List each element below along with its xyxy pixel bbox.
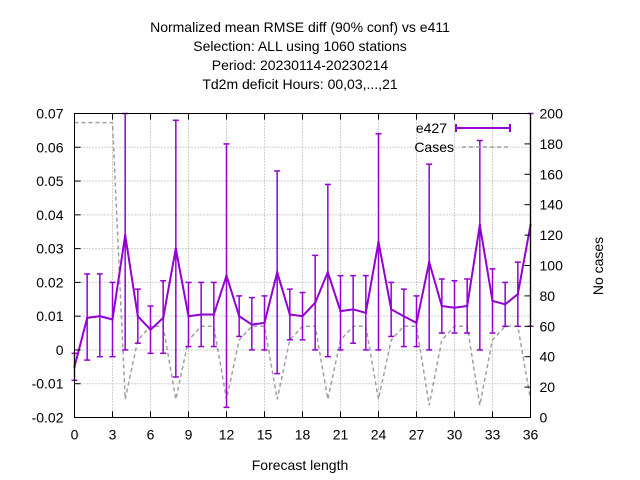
y2-tick-label: 120 [540, 227, 564, 243]
y-tick-label: 0.01 [36, 308, 63, 324]
data-point-e427 [187, 314, 190, 318]
data-point-e427 [275, 271, 279, 274]
data-point-e427 [301, 314, 304, 318]
x-tick-label: 3 [109, 427, 117, 443]
data-point-e427 [111, 318, 114, 321]
y-tick-label: -0.02 [32, 410, 64, 426]
data-point-e427 [250, 323, 254, 326]
y-tick-label: -0.01 [32, 376, 64, 392]
data-point-e427 [440, 304, 444, 308]
y2-tick-label: 20 [540, 379, 556, 395]
y-tick-label: 0.04 [36, 207, 63, 223]
x-tick-label: 33 [485, 427, 501, 443]
legend-label-e427: e427 [416, 120, 447, 136]
y-tick-label: 0.02 [36, 274, 63, 290]
y2-tick-label: 80 [540, 288, 556, 304]
y-tick-label: 0 [56, 342, 64, 358]
data-point-e427 [516, 293, 520, 296]
y2-tick-label: 200 [540, 106, 564, 122]
data-point-e427 [351, 308, 355, 311]
chart-title-line-1: Normalized mean RMSE diff (90% conf) vs … [150, 19, 450, 35]
data-point-e427 [389, 308, 393, 311]
data-point-e427 [427, 260, 431, 264]
x-tick-label: 30 [447, 427, 463, 443]
y2-tick-label: 180 [540, 136, 564, 152]
x-axis-label: Forecast length [252, 457, 349, 473]
x-tick-label: 6 [147, 427, 155, 443]
y2-tick-label: 40 [540, 349, 556, 365]
y2-tick-label: 160 [540, 166, 564, 182]
data-point-e427 [503, 303, 507, 306]
data-point-e427 [98, 314, 102, 318]
data-point-e427 [288, 313, 292, 316]
chart-title-line-2: Selection: ALL using 1060 stations [193, 38, 407, 54]
data-point-e427 [212, 313, 216, 316]
y2-tick-label: 140 [540, 197, 564, 213]
legend-label-cases: Cases [414, 139, 454, 155]
chart-title-line-3: Period: 20230114-20230214 [211, 57, 389, 73]
x-tick-label: 27 [409, 427, 425, 443]
y2-tick-label: 60 [540, 318, 556, 334]
data-point-e427 [402, 314, 406, 318]
y-tick-label: 0.05 [36, 173, 63, 189]
y2-tick-label: 100 [540, 258, 564, 274]
data-point-e427 [377, 240, 380, 244]
grid-layer [74, 113, 531, 418]
y-tick-label: 0.06 [36, 139, 63, 155]
y2-tick-label: 0 [540, 410, 548, 426]
data-point-e427 [199, 313, 203, 316]
data-point-e427 [85, 316, 89, 320]
x-tick-label: 12 [219, 427, 235, 443]
data-point-e427 [136, 314, 140, 318]
chart-title-line-4: Td2m deficit Hours: 00,03,...,21 [202, 76, 398, 92]
x-tick-label: 36 [523, 427, 539, 443]
series-layer [71, 112, 534, 409]
y2-axis-label: No cases [590, 237, 606, 295]
data-point-e427 [161, 316, 165, 320]
x-tick-label: 18 [295, 427, 311, 443]
data-point-e427 [465, 304, 469, 308]
data-point-e427 [364, 311, 368, 314]
data-point-e427 [149, 328, 152, 331]
data-point-e427 [174, 247, 178, 250]
y-tick-label: 0.07 [36, 106, 63, 122]
x-tick-label: 24 [371, 427, 387, 443]
x-tick-label: 9 [185, 427, 193, 443]
data-point-e427 [415, 321, 418, 325]
data-point-e427 [263, 321, 266, 325]
y-tick-label: 0.03 [36, 241, 63, 257]
legend: e427 Cases [414, 120, 511, 155]
ticks-layer: 0 3 6 9 12 15 18 21 24 27 30 33 36-0.02-0.0100.010.0… [32, 106, 563, 443]
x-tick-label: 21 [333, 427, 349, 443]
x-tick-label: 15 [257, 427, 273, 443]
data-point-e427 [326, 271, 330, 274]
data-point-e427 [491, 299, 494, 303]
data-point-e427 [123, 233, 127, 237]
data-point-e427 [339, 309, 342, 313]
data-point-e427 [453, 306, 456, 309]
data-point-e427 [478, 223, 482, 227]
x-tick-label: 0 [71, 427, 79, 443]
data-point-e427 [237, 314, 241, 318]
data-point-e427 [225, 274, 228, 277]
data-point-e427 [313, 301, 317, 304]
